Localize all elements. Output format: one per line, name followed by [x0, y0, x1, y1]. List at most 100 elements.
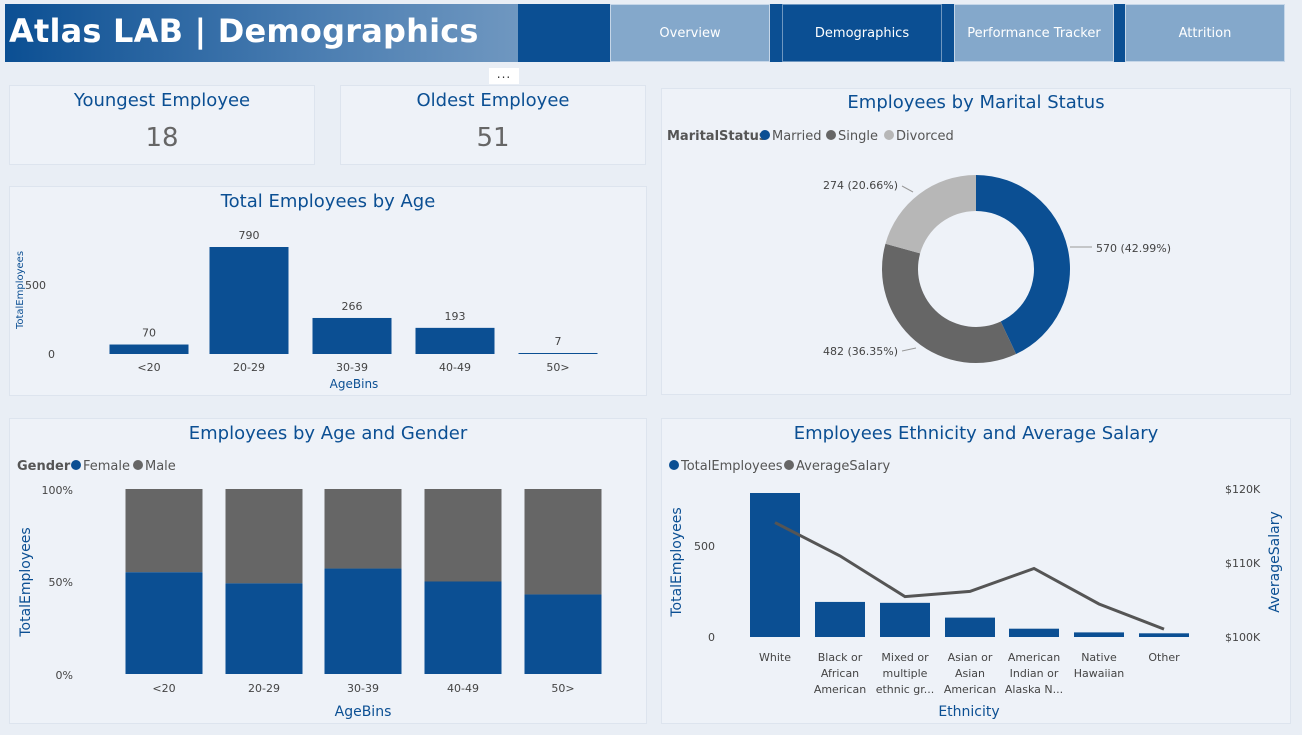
- x-tick: Black or: [818, 651, 863, 664]
- leader-line: [901, 185, 914, 193]
- legend-item: Married: [772, 129, 822, 144]
- x-axis-label: AgeBins: [335, 704, 392, 720]
- legend-item: Male: [145, 459, 176, 474]
- y-tick: 500: [25, 279, 46, 292]
- ethnicity-bar: [880, 602, 930, 637]
- tab-performance-tracker[interactable]: Performance Tracker: [954, 4, 1114, 62]
- data-label: 266: [342, 300, 363, 313]
- y-tick: 0: [708, 631, 715, 644]
- x-tick: Native: [1081, 651, 1117, 664]
- y-tick: 500: [694, 540, 715, 553]
- x-tick: 20-29: [248, 682, 280, 695]
- data-label: 482 (36.35%): [823, 345, 898, 358]
- ethnicity-bar: [1139, 633, 1189, 637]
- female-bar-segment: [524, 594, 602, 674]
- age-bar: [109, 344, 189, 354]
- legend-title: MaritalStatus: [667, 129, 767, 144]
- age-bar-chart: 500 0 TotalEmployees AgeBins 70 <20 790 20-…: [15, 229, 598, 391]
- x-tick: American: [814, 683, 866, 696]
- kpi-card-youngest: Youngest Employee 18: [9, 85, 315, 165]
- chart-title: Employees Ethnicity and Average Salary: [793, 423, 1159, 444]
- tab-attrition[interactable]: Attrition: [1125, 4, 1285, 62]
- ethnicity-bar: [750, 493, 800, 637]
- legend-item: Divorced: [896, 129, 954, 144]
- donut-slice: [976, 175, 1070, 355]
- data-label: 274 (20.66%): [823, 179, 898, 192]
- y2-tick: $100K: [1225, 631, 1261, 644]
- x-tick: Asian or: [948, 651, 993, 664]
- legend-dot: [784, 460, 794, 470]
- donut-slice: [882, 243, 1017, 363]
- y-tick: 100%: [42, 484, 73, 497]
- kpi-value: 51: [476, 123, 510, 153]
- ethnicity-bar: [815, 601, 865, 637]
- x-axis-label: AgeBins: [330, 377, 379, 391]
- y-axis-label: TotalEmployees: [18, 527, 34, 637]
- kpi-value: 18: [145, 123, 179, 153]
- y2-tick: $110K: [1225, 557, 1261, 570]
- age-bar: [209, 247, 289, 354]
- x-tick: multiple: [883, 667, 928, 680]
- male-bar-segment: [324, 489, 402, 569]
- male-bar-segment: [424, 489, 502, 582]
- y-axis-label: TotalEmployees: [669, 507, 685, 617]
- salary-line: [774, 521, 1165, 631]
- y2-tick: $120K: [1225, 483, 1261, 496]
- age-bar: [415, 327, 495, 354]
- legend-title: Gender: [17, 459, 71, 474]
- donut-slice: [885, 175, 976, 254]
- tab-overview[interactable]: Overview: [610, 4, 770, 62]
- legend-dot: [826, 130, 836, 140]
- legend-item: Single: [838, 129, 878, 144]
- legend-item: Female: [83, 459, 130, 474]
- y2-axis-label: AverageSalary: [1267, 511, 1283, 612]
- x-tick: 50>: [551, 682, 574, 695]
- x-tick: Mixed or: [881, 651, 929, 664]
- male-bar-segment: [125, 489, 203, 573]
- tab-demographics[interactable]: Demographics: [782, 4, 942, 62]
- age-chart-card: Total Employees by Age 500 0 TotalEmploy…: [9, 186, 647, 396]
- x-tick: Asian: [955, 667, 985, 680]
- y-tick: 50%: [49, 576, 73, 589]
- female-bar-segment: [125, 572, 203, 674]
- legend-item: TotalEmployees: [680, 459, 783, 474]
- legend-dot: [71, 460, 81, 470]
- leader-line: [901, 347, 917, 352]
- female-bar-segment: [424, 581, 502, 674]
- ethnicity-bar: [1074, 632, 1124, 637]
- more-options-icon[interactable]: ...: [489, 68, 519, 84]
- legend-dot: [669, 460, 679, 470]
- data-label: 70: [142, 327, 156, 340]
- header-banner: Atlas LAB | Demographics: [5, 4, 518, 62]
- x-tick: African: [821, 667, 859, 680]
- x-tick: 40-49: [439, 361, 471, 374]
- x-tick: 40-49: [447, 682, 479, 695]
- y-tick: 0%: [56, 669, 73, 682]
- female-bar-segment: [225, 583, 303, 674]
- gender-chart-card: Employees by Age and Gender Gender 100% …: [9, 418, 647, 724]
- chart-title: Employees by Marital Status: [847, 92, 1105, 113]
- kpi-card-oldest: Oldest Employee 51: [340, 85, 646, 165]
- page-title: Atlas LAB | Demographics: [9, 12, 479, 50]
- x-axis-label: Ethnicity: [938, 704, 999, 720]
- x-tick: American: [1008, 651, 1060, 664]
- x-tick: Hawaiian: [1074, 667, 1125, 680]
- x-tick: 30-39: [347, 682, 379, 695]
- age-bar: [312, 317, 392, 354]
- marital-donut-chart: MaritalStatus Married Single Divorced 570 (…: [667, 129, 1171, 363]
- legend-dot: [760, 130, 770, 140]
- legend-item: AverageSalary: [796, 459, 891, 474]
- data-label: 7: [555, 335, 562, 348]
- chart-title: Total Employees by Age: [220, 191, 436, 212]
- kpi-label: Oldest Employee: [416, 90, 570, 111]
- x-tick: <20: [152, 682, 175, 695]
- legend-dot: [884, 130, 894, 140]
- data-label: 193: [445, 310, 466, 323]
- ethnicity-combo-chart: 500 0 $120K $110K $100K TotalEmployees A…: [669, 459, 1283, 720]
- x-tick: Other: [1148, 651, 1180, 664]
- x-tick: Indian or: [1010, 667, 1059, 680]
- gender-stacked-chart: Gender 100% 50% 0% TotalEmployees AgeBin…: [17, 459, 602, 720]
- y-tick: 0: [48, 348, 55, 361]
- ethnicity-bar: [1009, 628, 1059, 637]
- x-tick: Alaska N...: [1005, 683, 1063, 696]
